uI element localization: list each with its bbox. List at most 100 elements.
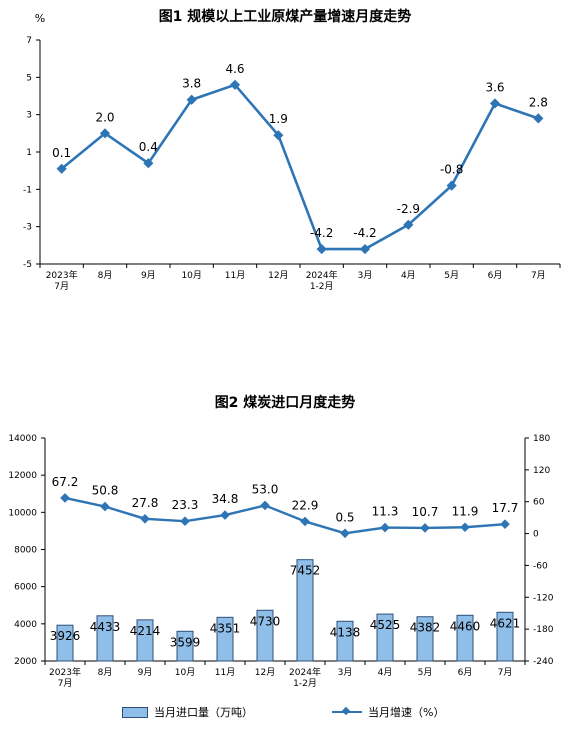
chart1-x-tick-label: 4月: [401, 270, 416, 281]
chart2-import-bar: [496, 611, 514, 662]
chart1-data-point: [316, 243, 327, 255]
chart2-right-tick-label: 120: [533, 466, 550, 476]
chart2-bar-label: 4138: [330, 625, 361, 639]
legend-item-imports: 当月进口量（万吨）: [122, 704, 253, 720]
chart2-right-tick-label: 180: [533, 434, 550, 444]
chart2-left-tick-label: 6000: [14, 583, 37, 593]
chart1-data-label: -4.2: [310, 226, 333, 240]
chart1-x-tick-label: 7月: [531, 270, 546, 281]
chart1-y-unit-label: %: [35, 12, 45, 25]
chart2-import-bar: [256, 609, 274, 662]
chart2-growth-label: 11.9: [452, 504, 479, 518]
chart2-import-bar: [216, 616, 234, 662]
chart1-data-label: -4.2: [353, 226, 376, 240]
chart2-growth-label: 10.7: [412, 505, 439, 519]
chart2-import-bar: [296, 559, 314, 662]
chart1-data-label: 4.6: [225, 62, 244, 76]
chart1-data-label: 3.8: [182, 77, 201, 91]
chart2-x-tick-label: 2023年: [49, 666, 81, 678]
chart1-y-tick-label: -5: [23, 260, 32, 270]
chart2-left-tick-label: 10000: [8, 508, 37, 518]
chart2-growth-label: 0.5: [335, 510, 354, 524]
chart2-bar-label: 4730: [250, 614, 281, 628]
chart2-growth-label: 67.2: [52, 475, 79, 489]
chart2-growth-label: 11.3: [372, 505, 399, 519]
chart1-y-tick-label: -1: [23, 185, 32, 195]
chart1-data-point: [186, 94, 197, 105]
chart2-x-tick-label: 10月: [175, 667, 195, 678]
chart2-import-bar: [416, 616, 434, 662]
chart2-left-tick-label: 12000: [8, 471, 37, 481]
chart2-growth-point: [460, 522, 470, 533]
chart1-series-line: [60, 83, 539, 251]
chart2-import-bar: [96, 615, 114, 662]
chart2-right-tick-label: -180: [533, 625, 554, 635]
chart2-bar-label: 4382: [410, 621, 441, 635]
chart1-data-label: 0.1: [52, 146, 71, 160]
chart2-growth-line: [64, 496, 506, 535]
chart2-right-tick-label: 60: [533, 498, 545, 508]
chart2-right-tick-label: -240: [533, 657, 554, 667]
chart1-x-tick-label: 12月: [268, 270, 288, 281]
chart2-bar-label: 4621: [490, 616, 521, 630]
chart1-title: 图1 规模以上工业原煤产量增速月度走势: [158, 9, 412, 25]
chart2-growth-label: 53.0: [252, 482, 279, 496]
chart2-import-bar: [376, 613, 394, 662]
chart1-y-tick-label: -3: [23, 223, 32, 233]
chart2-x-tick-label: 7月: [58, 678, 73, 689]
chart1-x-tick-label: 2023年: [46, 269, 78, 281]
chart2-growth-label: 17.7: [492, 501, 519, 515]
chart2-right-tick-label: -60: [533, 561, 548, 571]
chart2-growth-point: [60, 493, 70, 503]
chart2-import-bar: [136, 619, 154, 662]
chart2-growth-label: 23.3: [172, 498, 199, 512]
chart1-x-tick-label: 2024年: [306, 269, 338, 281]
chart2-growth-point: [380, 522, 390, 533]
chart2-x-tick-label: 4月: [378, 667, 393, 678]
chart1-data-point: [446, 180, 457, 191]
chart2-import-bar: [56, 624, 74, 662]
chart2-bar-label: 4214: [130, 624, 161, 638]
chart1-data-point: [229, 79, 241, 90]
chart2-x-tick-label: 3月: [338, 667, 353, 678]
chart1-data-point: [99, 128, 111, 139]
chart2-bar-label: 3599: [170, 635, 201, 649]
chart2-left-tick-label: 2000: [14, 657, 37, 667]
chart1-y-tick-label: 7: [26, 36, 32, 46]
chart2-growth-label: 27.8: [132, 496, 159, 510]
chart1-x-tick-label: 3月: [358, 270, 373, 281]
chart2-growth-label: 34.8: [212, 492, 239, 506]
chart1-data-label: -0.8: [440, 163, 463, 177]
chart2-right-tick-label: 0: [533, 530, 539, 540]
chart2-right-tick-label: -120: [533, 593, 554, 603]
legend-line-swatch: [332, 707, 362, 717]
chart2-growth-point: [180, 516, 190, 527]
chart2-title: 图2 煤炭进口月度走势: [214, 395, 356, 411]
chart2-left-tick-label: 14000: [8, 434, 37, 444]
chart1-data-point: [273, 130, 284, 141]
chart2-x-tick-label: 1-2月: [293, 678, 317, 689]
legend-label-imports: 当月进口量（万吨）: [154, 706, 253, 719]
chart2-growth-label: 50.8: [92, 484, 119, 498]
chart1-y-tick-label: 5: [26, 73, 32, 83]
chart2-growth-point: [260, 500, 270, 511]
chart2-left-tick-label: 4000: [14, 620, 37, 630]
chart2-bar-label: 7452: [290, 564, 321, 578]
chart2-x-tick-label: 9月: [138, 667, 153, 678]
chart1-x-tick-label: 8月: [98, 270, 113, 281]
chart2-bar-label: 4460: [450, 619, 481, 633]
chart1-x-tick-label: 1-2月: [310, 281, 334, 292]
chart2-import-bar: [176, 630, 194, 662]
chart1-data-label: -2.9: [397, 202, 420, 216]
chart2-import-bar: [336, 620, 354, 662]
chart2-growth-point: [300, 516, 310, 527]
chart1-x-tick-label: 7月: [54, 281, 69, 292]
chart2-growth-point: [340, 528, 350, 539]
chart2-growth-point: [500, 519, 510, 529]
chart2-growth-point: [420, 523, 430, 533]
chart1-y-tick-label: 3: [26, 111, 32, 121]
chart2-x-tick-label: 8月: [98, 667, 113, 678]
chart2-growth-point: [100, 501, 110, 512]
